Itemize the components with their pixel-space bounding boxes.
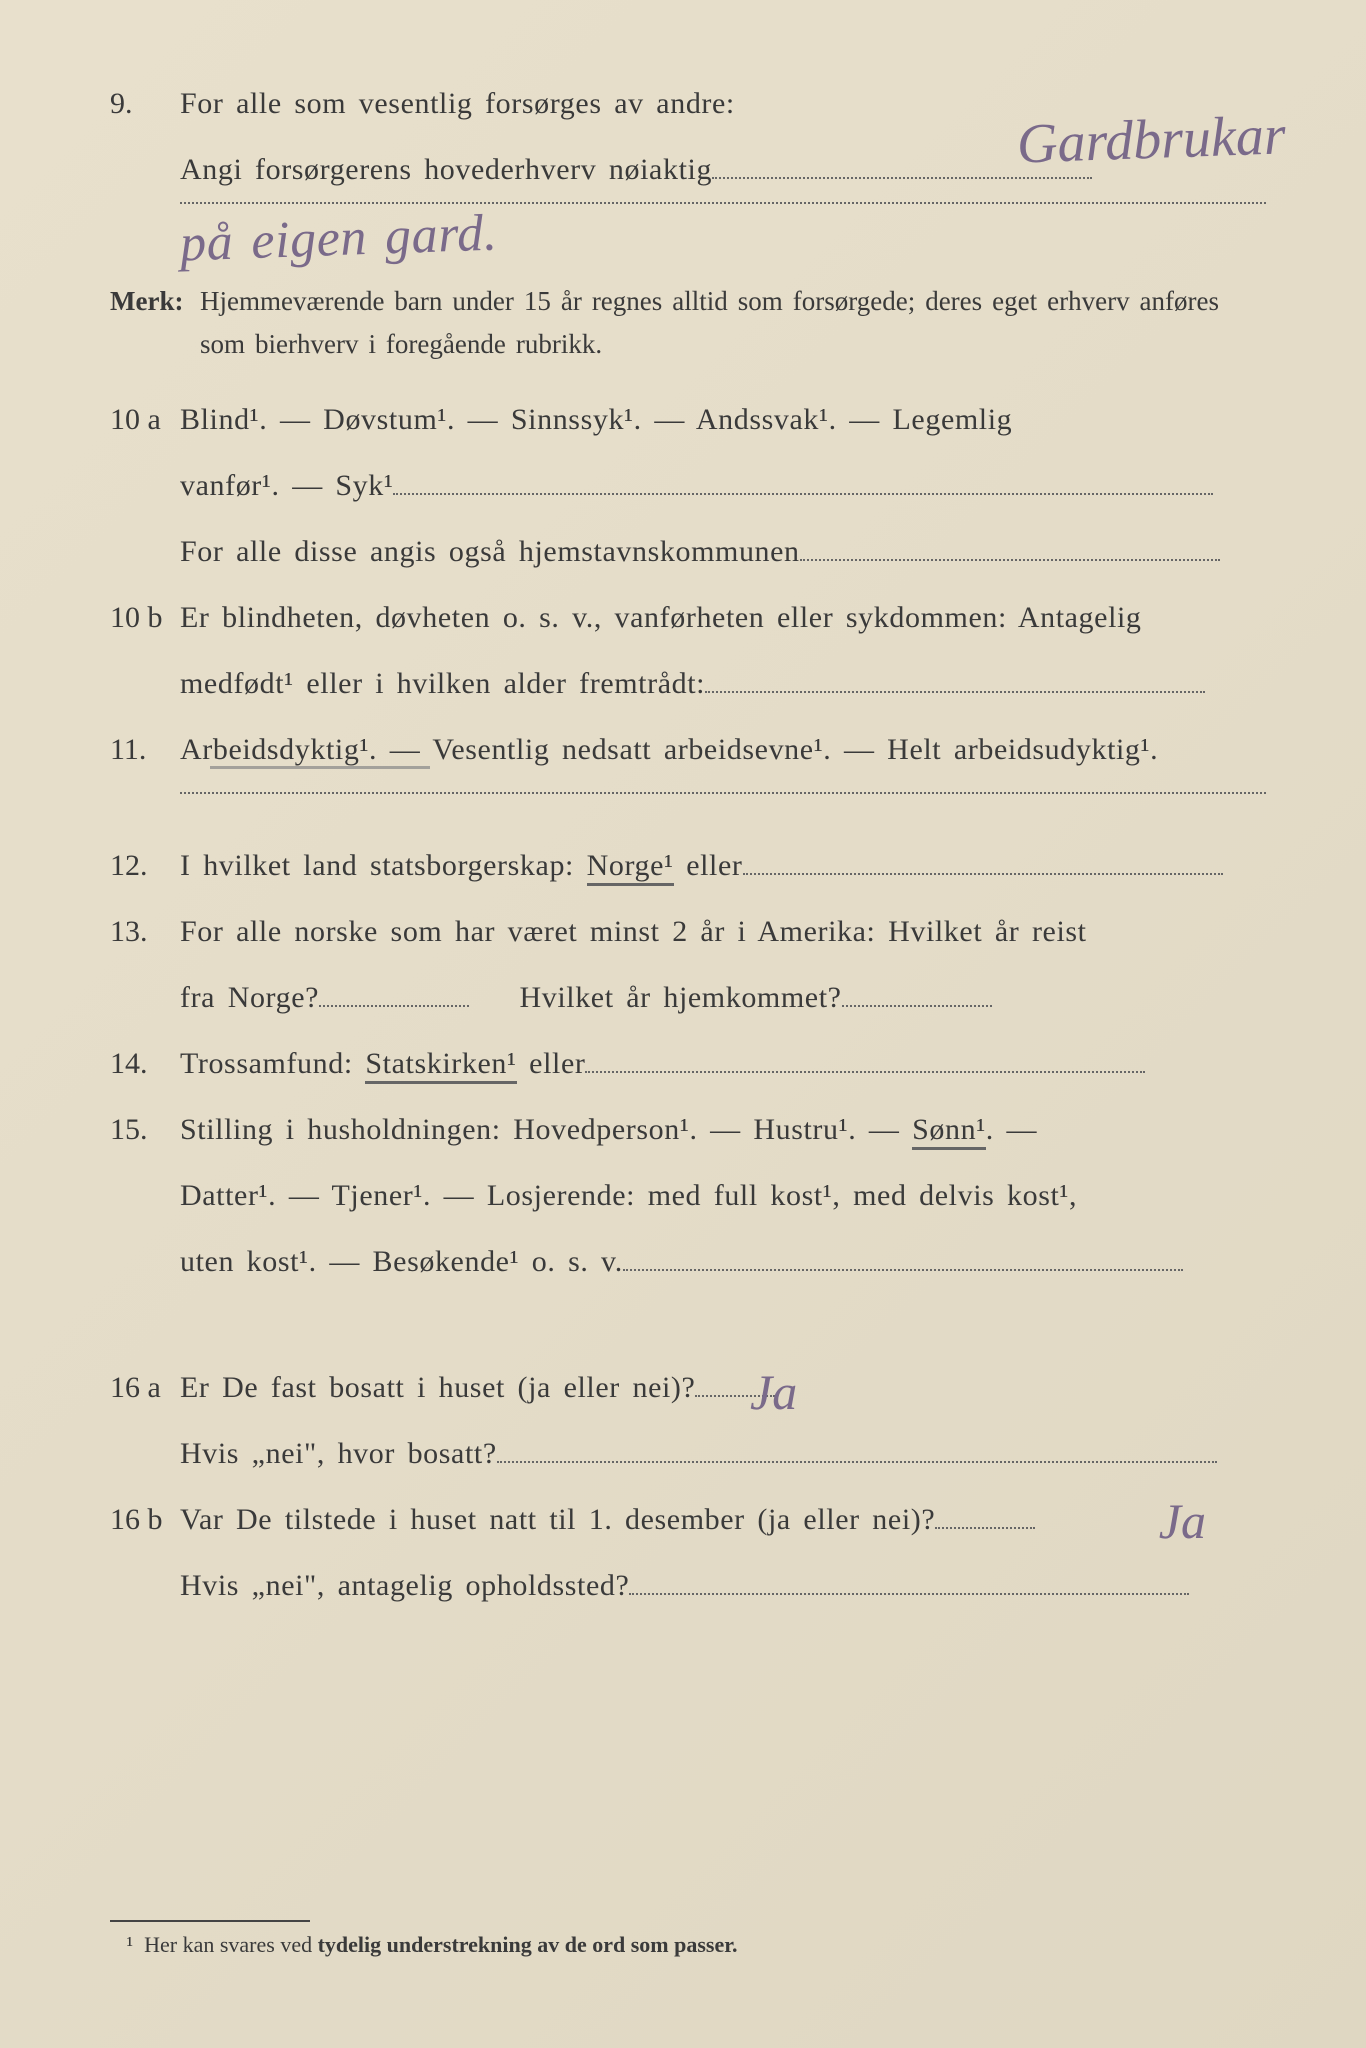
- footnote-body: Her kan svares ved tydelig understreknin…: [144, 1932, 737, 1957]
- merk-note: Merk: Hjemmeværende barn under 15 år reg…: [110, 280, 1266, 366]
- question-13-line2: fra Norge? Hvilket år hjemkommet?: [110, 974, 1266, 1022]
- q16b-number: 16 b: [110, 1496, 180, 1544]
- footnote-marker: ¹: [127, 1932, 134, 1957]
- q16a-text2: Hvis „nei", hvor bosatt?: [180, 1430, 1266, 1478]
- q11-underline-pencil: [210, 766, 430, 769]
- q9-handwritten-top: Gardbrukar: [1016, 91, 1288, 190]
- q15-text3: uten kost¹. — Besøkende¹ o. s. v.: [180, 1238, 1266, 1286]
- q16a-line2text: Hvis „nei", hvor bosatt?: [180, 1437, 497, 1470]
- question-16a-line2: Hvis „nei", hvor bosatt?: [110, 1430, 1266, 1478]
- q14-number: 14.: [110, 1040, 180, 1088]
- question-15-line3: uten kost¹. — Besøkende¹ o. s. v.: [110, 1238, 1266, 1286]
- q11-number: 11.: [110, 726, 180, 774]
- q16b-text2: Hvis „nei", antagelig opholdssted?: [180, 1562, 1266, 1610]
- question-15-line1: 15. Stilling i husholdningen: Hovedperso…: [110, 1106, 1266, 1154]
- census-form-page: 9. For alle som vesentlig forsørges av a…: [0, 0, 1366, 2048]
- question-14: 14. Trossamfund: Statskirken¹ eller: [110, 1040, 1266, 1088]
- q13-number: 13.: [110, 908, 180, 956]
- q12-prefix: I hvilket land statsborgerskap:: [180, 849, 587, 882]
- q10a-text1: Blind¹. — Døvstum¹. — Sinnssyk¹. — Andss…: [180, 396, 1266, 444]
- q10b-text2: medfødt¹ eller i hvilken alder fremtrådt…: [180, 660, 1266, 708]
- q14-text: Trossamfund: Statskirken¹ eller: [180, 1040, 1266, 1088]
- question-10a-line1: 10 a Blind¹. — Døvstum¹. — Sinnssyk¹. — …: [110, 396, 1266, 444]
- q12-text: I hvilket land statsborgerskap: Norge¹ e…: [180, 842, 1266, 890]
- question-10a-line2: vanfør¹. — Syk¹: [110, 462, 1266, 510]
- q14-suffix: eller: [517, 1047, 586, 1080]
- question-12: 12. I hvilket land statsborgerskap: Norg…: [110, 842, 1266, 890]
- question-15-line2: Datter¹. — Tjener¹. — Losjerende: med fu…: [110, 1172, 1266, 1220]
- q15-a: Stilling i husholdningen: Hovedperson¹. …: [180, 1113, 912, 1146]
- q15-sonn-underlined: Sønn¹: [912, 1113, 986, 1150]
- q10b-line2text: medfødt¹ eller i hvilken alder fremtrådt…: [180, 667, 705, 700]
- q10a-text2: vanfør¹. — Syk¹: [180, 462, 1266, 510]
- q13-b: Hvilket år hjemkommet?: [519, 981, 841, 1014]
- footnote-text: ¹ Her kan svares ved tydelig understrekn…: [110, 1932, 1266, 1958]
- q15-text2: Datter¹. — Tjener¹. — Losjerende: med fu…: [180, 1172, 1266, 1220]
- question-11-blank: [110, 792, 1266, 794]
- question-16a-line1: 16 a Er De fast bosatt i huset (ja eller…: [110, 1364, 1266, 1412]
- question-16b-line2: Hvis „nei", antagelig opholdssted?: [110, 1562, 1266, 1610]
- question-13-line1: 13. For alle norske som har været minst …: [110, 908, 1266, 956]
- q16b-q: Var De tilstede i huset natt til 1. dese…: [180, 1503, 935, 1536]
- q16b-text1: Var De tilstede i huset natt til 1. dese…: [180, 1496, 1266, 1544]
- q9-prefix: Angi forsørgerens hovederhverv nøiaktig: [180, 153, 712, 186]
- q15-b: . —: [986, 1113, 1037, 1146]
- q10a-text3: For alle disse angis også hjemstavnskomm…: [180, 528, 1266, 576]
- q10a-prefix: vanfør¹. — Syk¹: [180, 469, 393, 502]
- q10a-number: 10 a: [110, 396, 180, 444]
- q14-underlined: Statskirken¹: [365, 1047, 516, 1084]
- q12-underlined: Norge¹: [587, 849, 674, 886]
- q16b-answer: Ja: [1159, 1481, 1206, 1561]
- question-10a-line3: For alle disse angis også hjemstavnskomm…: [110, 528, 1266, 576]
- q10a-line3text: For alle disse angis også hjemstavnskomm…: [180, 535, 800, 568]
- question-10b-line1: 10 b Er blindheten, døvheten o. s. v., v…: [110, 594, 1266, 642]
- q9-number: 9.: [110, 80, 180, 128]
- merk-text: Hjemmeværende barn under 15 år regnes al…: [200, 280, 1266, 366]
- footnote-rule: [110, 1920, 310, 1922]
- q10b-number: 10 b: [110, 594, 180, 642]
- footnote-section: ¹ Her kan svares ved tydelig understrekn…: [110, 1920, 1266, 1958]
- q13-text2: fra Norge? Hvilket år hjemkommet?: [180, 974, 1266, 1022]
- q9-handwritten-line2: på eigen gard.: [179, 191, 499, 285]
- q15-line3text: uten kost¹. — Besøkende¹ o. s. v.: [180, 1245, 623, 1278]
- q15-number: 15.: [110, 1106, 180, 1154]
- question-10b-line2: medfødt¹ eller i hvilken alder fremtrådt…: [110, 660, 1266, 708]
- question-9-handwritten-line: på eigen gard.: [110, 212, 1266, 262]
- q16b-line2text: Hvis „nei", antagelig opholdssted?: [180, 1569, 629, 1602]
- q16a-q: Er De fast bosatt i huset (ja eller nei)…: [180, 1371, 695, 1404]
- q10b-text1: Er blindheten, døvheten o. s. v., vanfør…: [180, 594, 1266, 642]
- question-11: 11. Arbeidsdyktig¹. — Vesentlig nedsatt …: [110, 726, 1266, 774]
- q13-text1: For alle norske som har været minst 2 år…: [180, 908, 1266, 956]
- merk-label: Merk:: [110, 280, 200, 323]
- q13-a: fra Norge?: [180, 981, 319, 1014]
- q16a-number: 16 a: [110, 1364, 180, 1412]
- q16a-text1: Er De fast bosatt i huset (ja eller nei)…: [180, 1364, 1266, 1412]
- q15-text1: Stilling i husholdningen: Hovedperson¹. …: [180, 1106, 1266, 1154]
- question-9-line2: Angi forsørgerens hovederhverv nøiaktig …: [110, 146, 1266, 194]
- q12-suffix: eller: [674, 849, 743, 882]
- question-16b-line1: 16 b Var De tilstede i huset natt til 1.…: [110, 1496, 1266, 1544]
- q16a-answer: Ja: [750, 1352, 797, 1432]
- q14-prefix: Trossamfund:: [180, 1047, 365, 1080]
- q12-number: 12.: [110, 842, 180, 890]
